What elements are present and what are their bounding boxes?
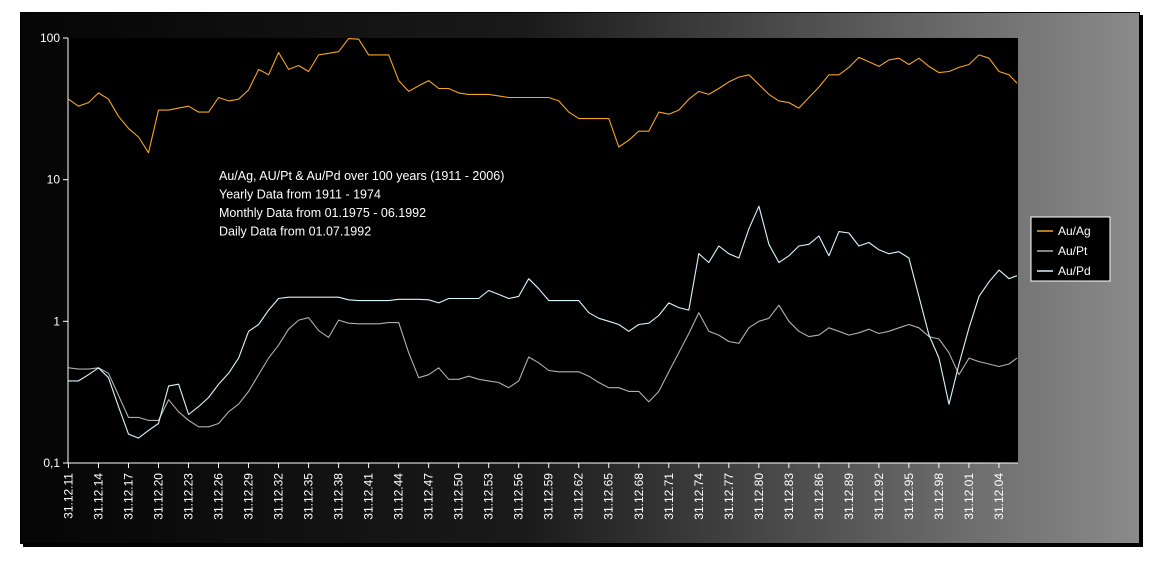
- x-tick-label: 31.12.95: [902, 473, 916, 520]
- x-tick-label: 31.12.01: [962, 473, 976, 520]
- x-tick-label: 31.12.17: [121, 473, 135, 520]
- legend-entry: Au/Ag: [1058, 224, 1091, 238]
- x-tick-label: 31.12.29: [242, 473, 256, 520]
- x-tick-label: 31.12.41: [362, 473, 376, 520]
- annotation-line: Daily Data from 01.07.1992: [219, 225, 371, 239]
- x-tick-label: 31.12.62: [572, 473, 586, 520]
- x-tick-label: 31.12.04: [992, 473, 1006, 520]
- x-tick-label: 31.12.77: [722, 473, 736, 520]
- series-line-au-pd: [68, 205, 1018, 439]
- y-tick-label: 1: [53, 314, 60, 328]
- legend: Au/Ag Au/Pt Au/Pd: [1030, 216, 1111, 282]
- plot-area: [68, 38, 1018, 463]
- x-tick-label: 31.12.83: [782, 473, 796, 520]
- x-axis: 31.12.11 31.12.14 31.12.17 31.12.20 31.12.23…: [61, 462, 1018, 520]
- series-line-au-ag: [68, 38, 1018, 154]
- x-tick-label: 31.12.35: [302, 473, 316, 520]
- x-tick-label: 31.12.32: [272, 473, 286, 520]
- annotation-line: Yearly Data from 1911 - 1974: [219, 188, 381, 202]
- x-tick-label: 31.12.59: [542, 473, 556, 520]
- x-tick-label: 31.12.86: [812, 473, 826, 520]
- x-tick-label: 31.12.89: [842, 473, 856, 520]
- x-tick-label: 31.12.53: [482, 473, 496, 520]
- series-layer: [68, 38, 1018, 439]
- x-tick-label: 31.12.80: [752, 473, 766, 520]
- y-tick-label: 10: [47, 173, 61, 187]
- x-tick-label: 31.12.44: [392, 473, 406, 520]
- y-tick-label: 100: [40, 31, 60, 45]
- y-axis: 100 10 1 0,1: [40, 31, 69, 470]
- x-tick-label: 31.12.98: [932, 473, 946, 520]
- annotation-block: Au/Ag, AU/Pt & Au/Pd over 100 years (191…: [219, 169, 504, 239]
- x-tick-label: 31.12.23: [182, 473, 196, 520]
- x-tick-label: 31.12.11: [61, 473, 75, 519]
- x-tick-label: 31.12.56: [512, 473, 526, 520]
- x-tick-label: 31.12.65: [602, 473, 616, 520]
- annotation-line: Au/Ag, AU/Pt & Au/Pd over 100 years (191…: [219, 169, 504, 183]
- x-tick-label: 31.12.92: [872, 473, 886, 520]
- x-tick-label: 31.12.20: [151, 473, 165, 520]
- x-tick-label: 31.12.26: [212, 473, 226, 520]
- annotation-line: Monthly Data from 01.1975 - 06.1992: [219, 206, 426, 220]
- legend-entry: Au/Pt: [1058, 244, 1088, 258]
- x-tick-label: 31.12.14: [91, 473, 105, 520]
- x-tick-label: 31.12.74: [692, 473, 706, 520]
- x-tick-label: 31.12.50: [452, 473, 466, 520]
- x-tick-label: 31.12.47: [422, 473, 436, 520]
- x-tick-label: 31.12.38: [332, 473, 346, 520]
- x-tick-label: 31.12.68: [632, 473, 646, 520]
- series-line-au-pt: [68, 304, 1018, 428]
- legend-entry: Au/Pd: [1058, 264, 1091, 278]
- chart-frame: 100 10 1 0,1 31.12.11 31.12.14 31.12.17 31.12.…: [20, 12, 1140, 544]
- y-tick-label: 0,1: [43, 456, 60, 470]
- x-tick-label: 31.12.71: [662, 473, 676, 520]
